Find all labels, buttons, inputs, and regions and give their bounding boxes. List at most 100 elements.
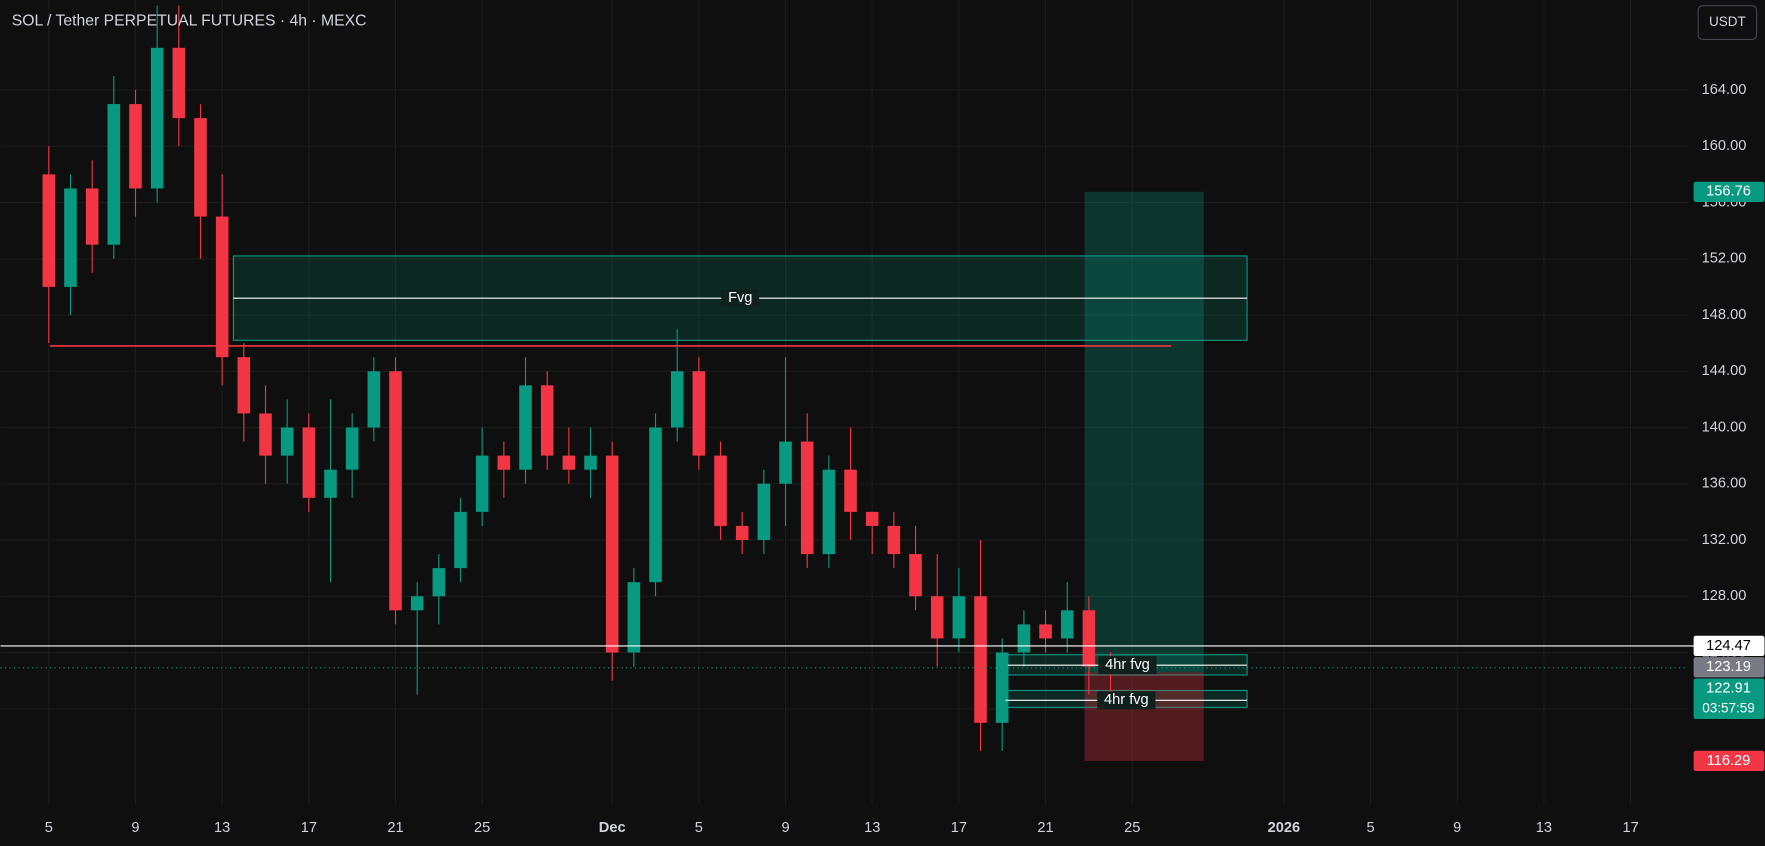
y-tick-label: 152.00 xyxy=(1702,251,1747,267)
candle-body xyxy=(475,455,489,512)
candle-body xyxy=(909,554,922,597)
candle-body xyxy=(302,427,316,498)
candle-body xyxy=(519,385,532,470)
currency-label[interactable]: USDT xyxy=(1709,14,1746,29)
candle-body xyxy=(887,525,901,555)
candle-body xyxy=(540,385,554,456)
x-tick-label: 9 xyxy=(1453,820,1461,836)
candle-body xyxy=(42,174,56,287)
candle-body xyxy=(215,216,229,358)
candle-body xyxy=(345,427,359,470)
candle-body xyxy=(107,104,121,245)
x-tick-label: 25 xyxy=(1124,820,1140,836)
candle-body xyxy=(64,188,77,287)
chart-title: SOL / Tether PERPETUAL FUTURES · 4h · ME… xyxy=(12,13,367,30)
candle-body xyxy=(844,469,857,512)
candle-body xyxy=(129,104,142,189)
candle-body xyxy=(779,441,792,484)
price-tag xyxy=(1693,635,1765,657)
candle-body xyxy=(367,371,381,428)
overlays: Fvg 4hr fvg 4hr fvg xyxy=(0,289,1765,710)
price-tag-label: 116.29 xyxy=(1707,753,1751,769)
price-tag-label: 123.19 xyxy=(1706,659,1751,675)
candle-body xyxy=(280,427,294,456)
y-tick-label: 144.00 xyxy=(1702,363,1747,379)
y-tick-label: 140.00 xyxy=(1702,419,1747,435)
zone-label-bg xyxy=(1098,656,1157,675)
y-tick-label: 136.00 xyxy=(1702,476,1747,492)
price-tag xyxy=(1693,750,1765,772)
y-tick-label: 164.00 xyxy=(1702,82,1747,98)
axes: 120.00124.00128.00132.00136.00140.00144.… xyxy=(45,82,1765,836)
candle-body xyxy=(85,188,99,245)
x-tick-label: 9 xyxy=(131,820,139,836)
x-tick-label: Dec xyxy=(599,820,626,836)
price-tag-label: 122.91 xyxy=(1706,681,1751,697)
zone-label: 4hr fvg xyxy=(1104,692,1149,708)
candle-body xyxy=(714,455,727,526)
candle-body xyxy=(389,371,402,611)
y-tick-label: 148.00 xyxy=(1702,307,1747,323)
grid xyxy=(0,0,1688,805)
x-tick-label: 25 xyxy=(474,820,490,836)
zone-label-bg xyxy=(1097,691,1156,710)
candle-body xyxy=(237,357,251,414)
y-tick-label: 160.00 xyxy=(1702,138,1747,154)
countdown: 03:57:59 xyxy=(1702,700,1755,715)
position-target xyxy=(1084,191,1204,673)
price-tag-label: 124.47 xyxy=(1706,638,1751,654)
currency-button[interactable] xyxy=(1697,5,1758,40)
candle-body xyxy=(605,455,619,653)
x-tick-label: 13 xyxy=(214,820,230,836)
candle-body xyxy=(974,596,987,723)
candle-body xyxy=(865,511,879,526)
zone-label: Fvg xyxy=(728,290,752,306)
y-tick-label: 132.00 xyxy=(1702,532,1747,548)
candle-body xyxy=(497,455,511,470)
price-tag-label: 156.76 xyxy=(1706,184,1751,200)
candle-body xyxy=(930,596,944,639)
y-tick-label: 128.00 xyxy=(1702,588,1747,604)
candle-body xyxy=(627,582,641,653)
x-tick-label: 13 xyxy=(1536,820,1552,836)
candle-body xyxy=(562,455,576,470)
zone-label: 4hr fvg xyxy=(1105,657,1150,673)
x-tick-label: 13 xyxy=(864,820,880,836)
candle-body xyxy=(952,596,966,639)
x-tick-label: 17 xyxy=(1622,820,1638,836)
x-tick-label: 21 xyxy=(1037,820,1053,836)
x-tick-label: 5 xyxy=(1366,820,1374,836)
position-stop xyxy=(1084,672,1204,761)
candle-body xyxy=(822,469,836,555)
candle-body xyxy=(584,455,597,470)
candle-body xyxy=(692,371,706,456)
x-tick-label: 17 xyxy=(301,820,317,836)
candle-body xyxy=(259,413,272,456)
price-tag xyxy=(1693,678,1765,720)
x-tick-label: 5 xyxy=(695,820,703,836)
price-tag xyxy=(1693,657,1765,678)
candle-body xyxy=(1082,610,1096,667)
candle-body xyxy=(757,483,771,540)
candle-body xyxy=(194,118,207,217)
x-tick-label: 5 xyxy=(45,820,53,836)
candle-body xyxy=(735,525,749,540)
x-tick-label: 17 xyxy=(951,820,967,836)
price-tag xyxy=(1693,181,1765,202)
candle-body xyxy=(649,427,662,583)
zone-label-bg xyxy=(721,289,760,308)
x-tick-label: 2026 xyxy=(1268,820,1301,836)
candle-body xyxy=(150,47,164,189)
candle-body xyxy=(172,47,186,119)
candle-body xyxy=(800,441,814,555)
candle-body xyxy=(410,596,424,611)
candle-body xyxy=(1017,624,1031,653)
candle-body xyxy=(324,469,337,498)
candle-body xyxy=(454,511,467,569)
x-tick-label: 21 xyxy=(387,820,403,836)
candle-body xyxy=(995,652,1009,723)
candle-body xyxy=(432,568,446,597)
